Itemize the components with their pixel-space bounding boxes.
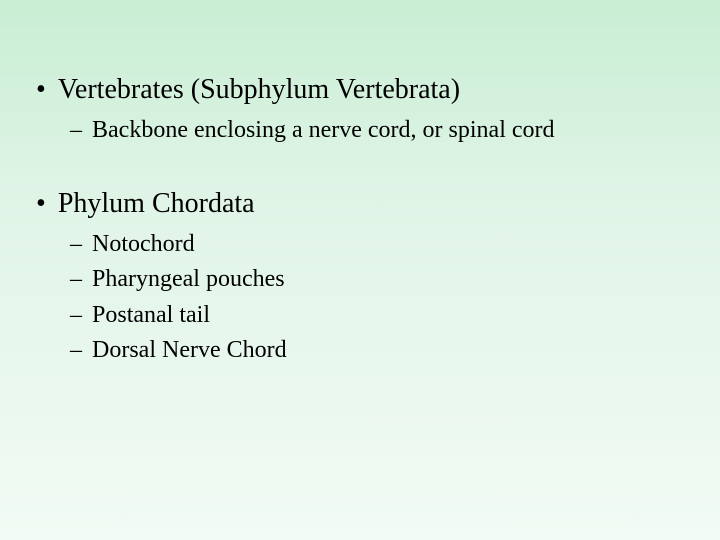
bullet-subtext: Postanal tail (92, 300, 210, 331)
bullet-subtext: Notochord (92, 229, 195, 260)
bullet-level1: • Vertebrates (Subphylum Vertebrata) (30, 72, 690, 107)
slide-body: • Vertebrates (Subphylum Vertebrata) – B… (0, 0, 720, 366)
bullet-level2: – Pharyngeal pouches (70, 264, 690, 295)
bullet-dash-icon: – (70, 231, 82, 258)
bullet-level2: – Dorsal Nerve Chord (70, 335, 690, 366)
bullet-dash-icon: – (70, 302, 82, 329)
spacer (30, 150, 690, 186)
bullet-level2: – Notochord (70, 229, 690, 260)
bullet-subtext: Dorsal Nerve Chord (92, 335, 287, 366)
bullet-level2: – Postanal tail (70, 300, 690, 331)
bullet-level2: – Backbone enclosing a nerve cord, or sp… (70, 115, 690, 146)
bullet-subtext: Pharyngeal pouches (92, 264, 285, 295)
bullet-dot-icon: • (36, 76, 46, 104)
bullet-text: Vertebrates (Subphylum Vertebrata) (58, 72, 460, 107)
bullet-text: Phylum Chordata (58, 186, 255, 221)
bullet-dash-icon: – (70, 266, 82, 293)
bullet-dash-icon: – (70, 117, 82, 144)
bullet-subtext: Backbone enclosing a nerve cord, or spin… (92, 115, 555, 146)
bullet-dash-icon: – (70, 337, 82, 364)
bullet-level1: • Phylum Chordata (30, 186, 690, 221)
bullet-dot-icon: • (36, 190, 46, 218)
